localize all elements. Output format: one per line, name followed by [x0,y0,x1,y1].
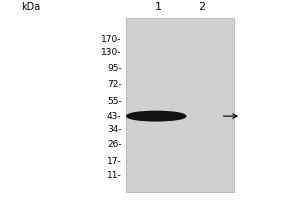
Text: 130-: 130- [101,48,122,57]
Bar [126,18,234,192]
Text: 11-: 11- [107,171,122,180]
Text: 55-: 55- [107,97,122,106]
Text: 95-: 95- [107,64,122,73]
Text: 170-: 170- [101,35,122,44]
Text: 2: 2 [198,2,205,12]
Ellipse shape [127,111,186,121]
Text: 26-: 26- [107,140,122,149]
Text: 1: 1 [155,2,162,12]
Text: kDa: kDa [21,2,40,12]
Text: 34-: 34- [107,125,122,134]
Text: 72-: 72- [107,80,122,89]
Text: 43-: 43- [107,112,122,121]
Text: 17-: 17- [107,157,122,166]
